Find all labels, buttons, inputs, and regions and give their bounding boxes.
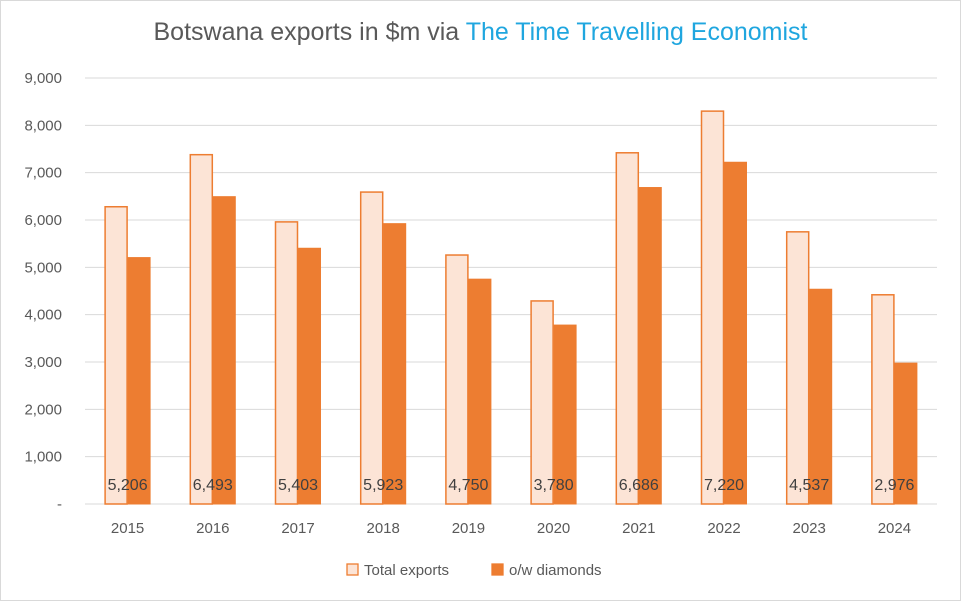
bar-diamonds: [298, 247, 321, 505]
x-tick-label: 2016: [196, 520, 229, 537]
bar-total-exports: [189, 153, 214, 505]
data-labels: 5,206 6,493 5,403 5,923 4,750 3,780 6,686 7,220…: [108, 477, 915, 494]
bar-total-exports: [615, 152, 640, 505]
y-tick-label: 3,000: [24, 354, 62, 371]
y-tick-label: 2,000: [24, 401, 62, 418]
x-tick-label: 2024: [878, 520, 911, 537]
y-tick-label: 8,000: [24, 117, 62, 134]
bar-diamonds: [809, 288, 833, 505]
legend-label-diamonds: o/w diamonds: [509, 562, 602, 579]
bar-total-exports: [530, 300, 554, 505]
data-label: 2,976: [874, 477, 914, 494]
x-axis-ticks: 2015 2016 2017 2018 2019 2020 2021 2022 2023 2024: [111, 520, 911, 537]
y-tick-label: 4,000: [24, 307, 62, 324]
x-tick-label: 2020: [537, 520, 570, 537]
bar-diamonds: [383, 223, 407, 505]
bar-diamonds: [127, 257, 151, 505]
bar-diamonds: [553, 324, 577, 505]
y-tick-label: 6,000: [24, 212, 62, 229]
x-tick-label: 2018: [367, 520, 400, 537]
legend-swatch-total-exports: [346, 563, 359, 576]
y-tick-label: 5,000: [24, 259, 62, 276]
bar-total-exports: [871, 294, 895, 505]
y-tick-label: 9,000: [24, 70, 62, 87]
legend: Total exports o/w diamonds: [346, 562, 602, 579]
x-tick-label: 2023: [793, 520, 826, 537]
legend-label-total-exports: Total exports: [364, 562, 449, 579]
y-tick-label: -: [57, 496, 62, 513]
bars: [104, 110, 918, 505]
data-label: 3,780: [534, 477, 574, 494]
data-label: 7,220: [704, 477, 744, 494]
data-label: 5,206: [108, 477, 148, 494]
bar-diamonds: [468, 278, 492, 505]
chart-title-text: Botswana exports in $m via: [153, 18, 466, 46]
data-label: 5,923: [363, 477, 403, 494]
x-tick-label: 2021: [622, 520, 655, 537]
data-label: 5,403: [278, 477, 318, 494]
data-label: 4,750: [448, 477, 488, 494]
bar-total-exports: [104, 205, 128, 505]
bar-diamonds: [212, 196, 236, 505]
y-axis-ticks: - 1,000 2,000 3,000 4,000 5,000 6,000 7,000 8,00…: [24, 70, 62, 513]
bar-total-exports: [445, 254, 469, 505]
bar-diamonds: [724, 161, 747, 505]
x-tick-label: 2019: [452, 520, 485, 537]
x-tick-label: 2015: [111, 520, 144, 537]
data-label: 6,686: [619, 477, 659, 494]
chart-title-brand: The Time Travelling Economist: [465, 18, 808, 46]
bar-total-exports: [274, 221, 299, 505]
legend-swatch-diamonds: [491, 563, 504, 576]
bar-total-exports: [359, 191, 384, 505]
bar-total-exports: [700, 110, 725, 505]
y-tick-label: 7,000: [24, 165, 62, 182]
x-tick-label: 2022: [707, 520, 740, 537]
bar-diamonds: [638, 187, 662, 505]
data-label: 6,493: [193, 477, 233, 494]
x-tick-label: 2017: [281, 520, 314, 537]
bar-diamonds: [894, 362, 918, 505]
chart-title: Botswana exports in $m via The Time Trav…: [0, 18, 961, 47]
y-tick-label: 1,000: [24, 449, 62, 466]
bar-total-exports: [785, 231, 810, 505]
data-label: 4,537: [789, 477, 829, 494]
